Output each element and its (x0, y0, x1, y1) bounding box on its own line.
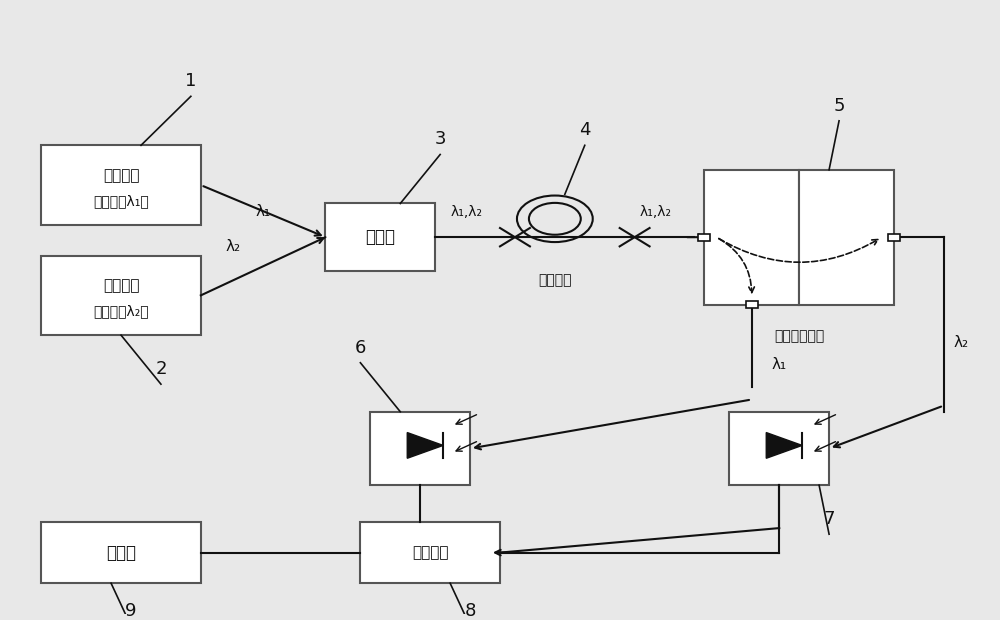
Text: λ₂: λ₂ (954, 335, 969, 350)
Polygon shape (766, 433, 802, 458)
Text: λ₁,λ₂: λ₁,λ₂ (450, 205, 482, 219)
Text: 2: 2 (155, 360, 167, 378)
Text: 1: 1 (185, 72, 197, 90)
FancyBboxPatch shape (729, 412, 829, 485)
FancyBboxPatch shape (41, 522, 201, 583)
Text: λ₂: λ₂ (226, 239, 241, 254)
Text: （波长：λ₁）: （波长：λ₁） (93, 194, 149, 208)
Text: 第二光源: 第二光源 (103, 278, 139, 293)
Text: 6: 6 (355, 339, 366, 356)
FancyBboxPatch shape (698, 234, 710, 241)
Text: 计算机: 计算机 (106, 544, 136, 562)
Text: 探测电路: 探测电路 (412, 545, 448, 560)
Text: 5: 5 (833, 97, 845, 115)
Text: 4: 4 (579, 121, 591, 139)
Text: 波分复用器件: 波分复用器件 (774, 329, 824, 343)
FancyBboxPatch shape (360, 522, 500, 583)
Polygon shape (407, 433, 443, 458)
Text: λ₁: λ₁ (256, 204, 271, 219)
Text: （波长：λ₂）: （波长：λ₂） (93, 304, 149, 318)
FancyBboxPatch shape (325, 203, 435, 271)
Text: 3: 3 (434, 130, 446, 148)
FancyBboxPatch shape (799, 170, 894, 304)
FancyBboxPatch shape (888, 234, 900, 241)
FancyBboxPatch shape (746, 301, 758, 308)
Text: λ₁,λ₂: λ₁,λ₂ (640, 205, 672, 219)
FancyBboxPatch shape (41, 255, 201, 335)
Text: 9: 9 (125, 602, 137, 620)
FancyBboxPatch shape (370, 412, 470, 485)
Text: 耦合器: 耦合器 (365, 228, 395, 246)
Text: 第一光源: 第一光源 (103, 168, 139, 183)
FancyBboxPatch shape (704, 170, 799, 304)
FancyBboxPatch shape (41, 145, 201, 225)
Text: 7: 7 (823, 510, 835, 528)
Text: 8: 8 (464, 602, 476, 620)
Text: λ₁: λ₁ (772, 356, 787, 372)
Text: 敏感光纤: 敏感光纤 (538, 273, 572, 287)
